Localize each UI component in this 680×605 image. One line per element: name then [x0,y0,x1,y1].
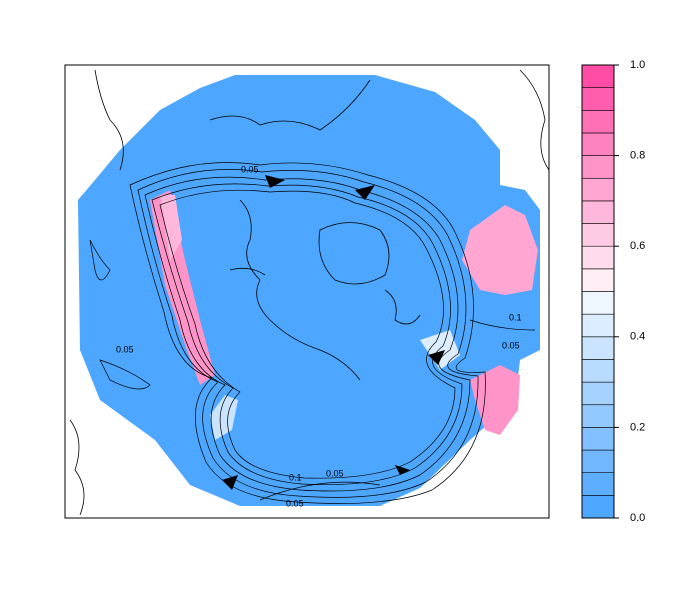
colorbar-frame [581,64,615,519]
colorbar: 0.0 0.2 0.4 0.6 0.8 1.0 [581,59,645,524]
colorbar-band [581,427,615,451]
colorbar-band [581,87,615,111]
contour-label: 0.05 [116,344,134,354]
colorbar-tick-label: 0.2 [630,421,645,433]
contour-label: 0.1 [289,472,302,482]
colorbar-band [581,245,615,270]
map-frame [64,64,550,519]
colorbar-band [581,313,615,338]
colorbar-tick-label: 0.8 [630,150,645,162]
colorbar-tick-label: 0.6 [630,240,645,252]
colorbar-tick-label: 0.4 [630,331,645,343]
coastlines [69,69,550,516]
colorbar-band [581,381,615,406]
contour-label: 0.05 [502,340,520,350]
colorbar-tick-label: 0.0 [630,512,645,524]
high-patch [470,365,520,435]
colorbar-band [581,110,615,134]
colorbar-band [581,291,615,315]
contour-label: 0.05 [241,164,259,174]
colorbar-band [581,64,615,88]
high-patch [462,205,538,295]
colorbar-band [581,200,615,224]
colorbar-band [581,449,615,473]
colorbar-band [581,404,615,428]
colorbar-band [581,472,615,496]
colorbar-band [581,495,615,519]
field-region [78,75,540,506]
colorbar-band [581,223,615,247]
colorbar-band [581,268,615,292]
contour-label: 0.1 [509,312,522,322]
contour-label: 0.05 [286,498,304,508]
colorbar-band [581,132,615,156]
colorbar-tick-label: 1.0 [630,59,645,71]
mid-patch [210,395,238,440]
colorbar-band [581,336,615,360]
colorbar-band [581,155,615,179]
map-panel: 0.05 0.05 0.1 0.05 0.1 0.05 0.05 [64,64,550,519]
contour-label: 0.05 [326,468,344,478]
contour-labels: 0.05 0.05 0.1 0.05 0.1 0.05 0.05 [116,164,522,508]
high-patch [160,195,182,260]
contours [89,162,536,504]
colorbar-band [581,359,615,383]
colorbar-band [581,177,615,202]
